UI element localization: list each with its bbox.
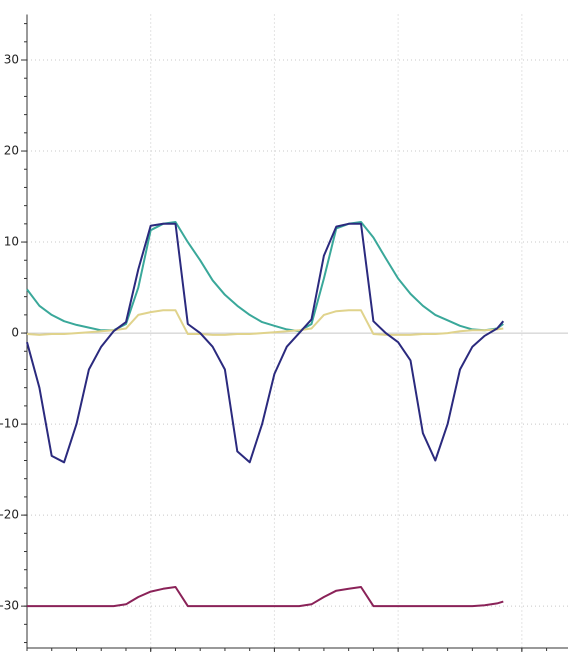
y-tick-label: 30: [4, 53, 19, 67]
series-line: [26, 222, 505, 464]
y-tick-label: -20: [0, 508, 19, 522]
series-line: [27, 586, 504, 608]
series-line: [26, 309, 504, 336]
series-line: [26, 221, 504, 333]
y-tick-label: -30: [0, 599, 19, 613]
y-tick-label: -10: [0, 417, 19, 431]
y-tick-label: 0: [11, 326, 19, 340]
y-tick-label: 20: [4, 144, 19, 158]
y-tick-label: 10: [4, 235, 19, 249]
